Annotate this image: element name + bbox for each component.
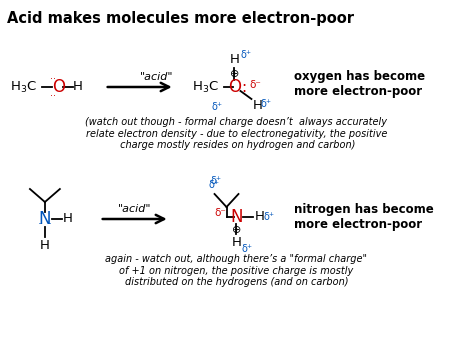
Text: ⊕: ⊕ — [230, 69, 239, 79]
Text: H: H — [40, 239, 50, 252]
Text: H: H — [229, 53, 239, 66]
Text: N: N — [39, 210, 51, 228]
Text: ·: · — [48, 218, 52, 231]
Text: δ⁺: δ⁺ — [212, 102, 223, 112]
Text: :: : — [241, 80, 246, 94]
Text: Acid makes molecules more electron-poor: Acid makes molecules more electron-poor — [7, 11, 354, 26]
Text: oxygen has become
more electron-poor: oxygen has become more electron-poor — [294, 70, 426, 98]
Text: δ⁺: δ⁺ — [211, 176, 222, 186]
Text: H: H — [253, 99, 262, 112]
Text: O: O — [52, 78, 65, 96]
Text: δ⁺: δ⁺ — [260, 99, 272, 109]
Text: δ⁺: δ⁺ — [241, 244, 253, 254]
Text: "acid": "acid" — [140, 72, 173, 82]
Text: H: H — [73, 81, 83, 93]
Text: N: N — [230, 208, 243, 226]
Text: H: H — [255, 211, 264, 224]
Text: H$_3$C: H$_3$C — [10, 80, 37, 94]
Text: ··: ·· — [50, 91, 56, 101]
Text: δ⁻: δ⁻ — [215, 208, 227, 218]
Text: δ⁺: δ⁺ — [264, 212, 274, 222]
Text: ⊕: ⊕ — [232, 225, 241, 235]
Text: ··: ·· — [50, 74, 56, 84]
Text: again - watch out, although there’s a "formal charge"
of +1 on nitrogen, the pos: again - watch out, although there’s a "f… — [106, 254, 367, 287]
Text: δ⁻: δ⁻ — [249, 80, 261, 90]
Text: ·: · — [38, 218, 42, 231]
Text: "acid": "acid" — [118, 204, 152, 214]
Text: H: H — [232, 236, 241, 249]
Text: δ⁺: δ⁺ — [240, 50, 252, 60]
Text: (watch out though - formal charge doesn’t  always accurately
relate electron den: (watch out though - formal charge doesn’… — [85, 117, 387, 150]
Text: O: O — [228, 78, 241, 96]
Text: H$_3$C: H$_3$C — [191, 80, 219, 94]
Text: δ⁺: δ⁺ — [209, 180, 220, 190]
Text: nitrogen has become
more electron-poor: nitrogen has become more electron-poor — [294, 203, 434, 231]
Text: H: H — [63, 213, 73, 225]
